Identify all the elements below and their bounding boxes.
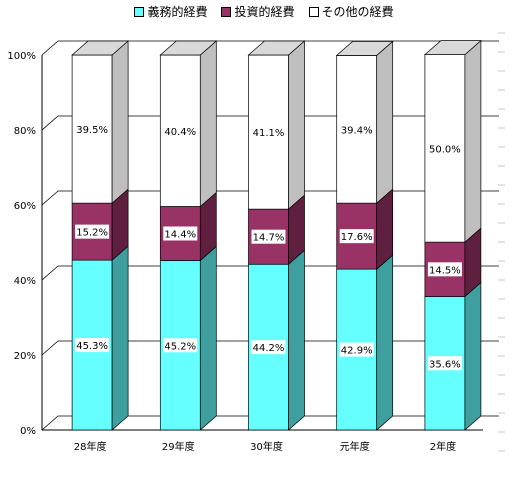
bar-side-other [288, 40, 305, 210]
y-tick-label: 20% [14, 351, 36, 362]
data-label-investment: 14.5% [429, 265, 461, 276]
bar-top-other [159, 40, 218, 56]
x-tick-label: 30年度 [250, 440, 283, 453]
bar-side-other [464, 39, 482, 243]
bar-side-other [376, 40, 394, 204]
gridline-diagonal [41, 190, 59, 206]
legend-item-investment: 投資的経費 [221, 3, 295, 20]
data-label-other: 50.0% [429, 144, 461, 155]
bar-top-other [335, 41, 394, 56]
right-edge-ticks [498, 32, 505, 452]
legend: 義務的経費 投資的経費 その他の経費 [0, 3, 528, 20]
data-label-other: 39.4% [341, 125, 373, 136]
x-tick-label: 2年度 [430, 440, 456, 453]
legend-item-other: その他の経費 [308, 3, 394, 20]
legend-swatch-other [308, 6, 319, 17]
data-label-bg [427, 356, 462, 371]
gridline-diagonal [41, 115, 59, 131]
y-tick-label: 40% [14, 276, 36, 287]
data-label-bg [75, 338, 110, 353]
data-label-bg [163, 226, 198, 241]
data-label-bg [251, 340, 286, 355]
bar-top-other [423, 40, 482, 55]
data-label-investment: 14.4% [164, 230, 196, 241]
x-tick-label: 29年度 [162, 440, 195, 453]
data-label-mandatory: 45.2% [164, 341, 196, 352]
data-label-other: 39.5% [76, 125, 108, 136]
bar-side-other [111, 40, 129, 204]
data-label-mandatory: 35.6% [429, 359, 461, 370]
data-label-mandatory: 42.9% [341, 346, 373, 357]
data-label-bg [163, 338, 198, 353]
legend-item-mandatory: 義務的経費 [134, 3, 207, 20]
bar-side-other [199, 40, 217, 208]
data-label-investment: 14.7% [253, 233, 285, 244]
x-tick-label: 28年度 [74, 440, 107, 453]
data-label-bg [339, 342, 374, 357]
legend-swatch-investment [221, 6, 232, 17]
legend-swatch-mandatory [134, 6, 145, 17]
data-label-bg [427, 141, 462, 156]
data-label-bg [339, 229, 374, 244]
bar-side-mandatory [464, 281, 482, 431]
legend-label-investment: 投資的経費 [234, 5, 295, 19]
y-tick-label: 80% [14, 126, 36, 137]
data-label-bg [251, 229, 286, 244]
bar-stack [423, 39, 482, 431]
gridline-diagonal [41, 40, 59, 56]
bar-side-mandatory [111, 245, 129, 431]
data-label-investment: 15.2% [76, 228, 108, 239]
data-label-other: 40.4% [164, 127, 196, 138]
data-label-other: 41.1% [253, 128, 285, 139]
bar-top-other [247, 40, 306, 56]
data-label-mandatory: 45.3% [76, 341, 108, 352]
data-label-mandatory: 44.2% [253, 343, 285, 354]
data-label-bg [251, 125, 286, 140]
y-tick-label: 60% [14, 201, 36, 212]
x-tick-label: 元年度 [340, 440, 370, 453]
gridline-diagonal [41, 415, 59, 431]
data-label-bg [427, 262, 462, 277]
data-label-bg [163, 123, 198, 138]
data-label-bg [75, 122, 110, 137]
bar-side-mandatory [376, 254, 394, 431]
bar-top-other [71, 40, 130, 56]
y-tick-label: 0% [20, 426, 36, 437]
bar-side-mandatory [288, 249, 305, 431]
data-label-bg [75, 224, 110, 239]
y-tick-label: 100% [7, 51, 36, 62]
legend-label-mandatory: 義務的経費 [147, 5, 208, 19]
gridline-diagonal [41, 265, 59, 281]
data-label-investment: 17.6% [341, 232, 373, 243]
bar-side-mandatory [199, 245, 217, 431]
data-label-bg [339, 122, 374, 137]
gridline-diagonal [41, 340, 59, 356]
bar-stack [247, 40, 306, 431]
legend-label-other: その他の経費 [321, 5, 394, 19]
